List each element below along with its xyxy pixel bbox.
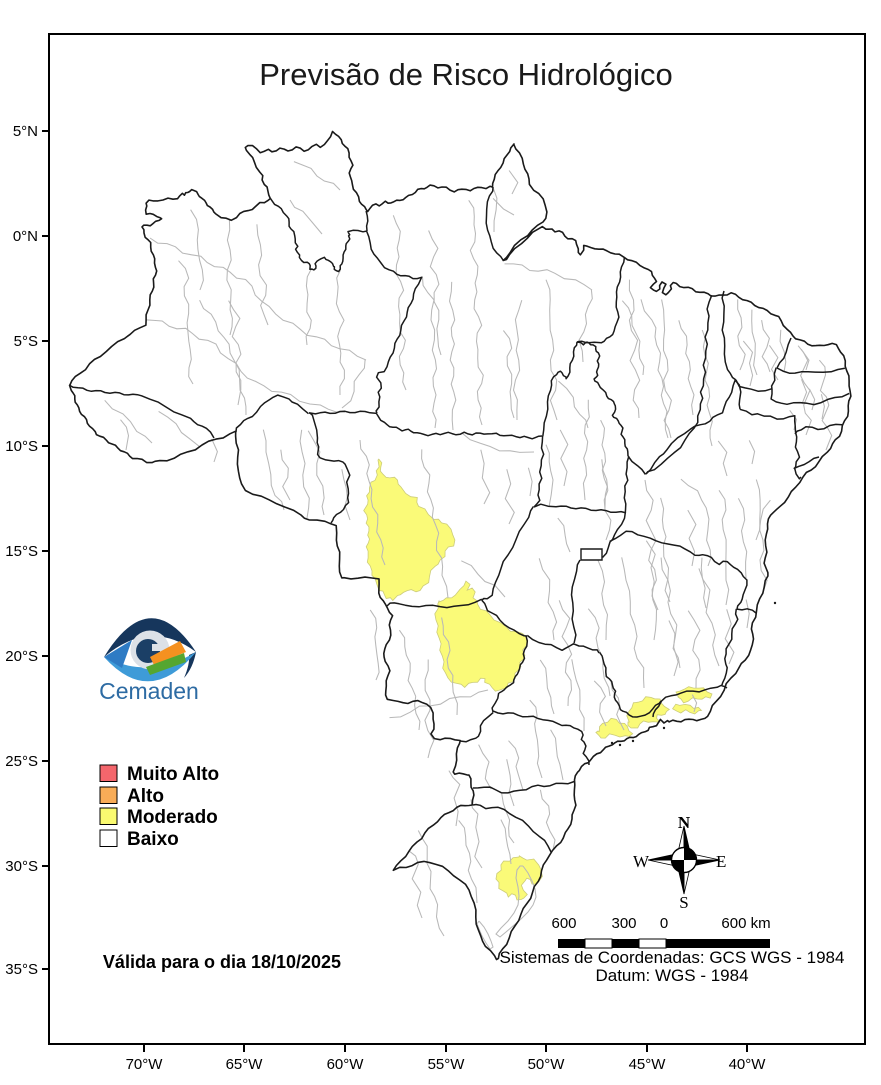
svg-text:30°S: 30°S bbox=[5, 858, 38, 875]
svg-text:5°N: 5°N bbox=[13, 123, 38, 140]
svg-text:35°S: 35°S bbox=[5, 961, 38, 978]
svg-text:S: S bbox=[679, 893, 688, 912]
svg-text:Moderado: Moderado bbox=[127, 807, 218, 828]
svg-text:Muito Alto: Muito Alto bbox=[127, 764, 219, 785]
svg-text:40°W: 40°W bbox=[729, 1056, 767, 1073]
svg-text:15°S: 15°S bbox=[5, 543, 38, 560]
svg-text:W: W bbox=[633, 852, 650, 871]
svg-text:600: 600 bbox=[551, 915, 576, 932]
svg-text:Cemaden: Cemaden bbox=[99, 678, 199, 704]
svg-text:Alto: Alto bbox=[127, 786, 164, 807]
svg-text:0: 0 bbox=[660, 915, 668, 932]
svg-text:Baixo: Baixo bbox=[127, 829, 179, 850]
svg-text:5°S: 5°S bbox=[14, 333, 38, 350]
svg-text:N: N bbox=[678, 813, 691, 832]
svg-text:25°S: 25°S bbox=[5, 753, 38, 770]
svg-text:50°W: 50°W bbox=[528, 1056, 566, 1073]
svg-text:300: 300 bbox=[611, 915, 636, 932]
svg-text:Previsão de Risco Hidrológico: Previsão de Risco Hidrológico bbox=[259, 57, 673, 92]
svg-text:Válida para o dia 18/10/2025: Válida para o dia 18/10/2025 bbox=[103, 952, 341, 972]
svg-text:Sistemas de Coordenadas: GCS W: Sistemas de Coordenadas: GCS WGS - 1984 bbox=[500, 948, 845, 967]
svg-text:E: E bbox=[716, 852, 726, 871]
svg-text:70°W: 70°W bbox=[126, 1056, 164, 1073]
svg-text:45°W: 45°W bbox=[629, 1056, 667, 1073]
svg-text:60°W: 60°W bbox=[327, 1056, 365, 1073]
svg-text:0°N: 0°N bbox=[13, 228, 38, 245]
svg-text:600 km: 600 km bbox=[721, 915, 770, 932]
svg-text:10°S: 10°S bbox=[5, 438, 38, 455]
svg-text:65°W: 65°W bbox=[226, 1056, 264, 1073]
svg-text:20°S: 20°S bbox=[5, 648, 38, 665]
svg-text:Datum: WGS - 1984: Datum: WGS - 1984 bbox=[595, 966, 748, 985]
svg-text:55°W: 55°W bbox=[428, 1056, 466, 1073]
